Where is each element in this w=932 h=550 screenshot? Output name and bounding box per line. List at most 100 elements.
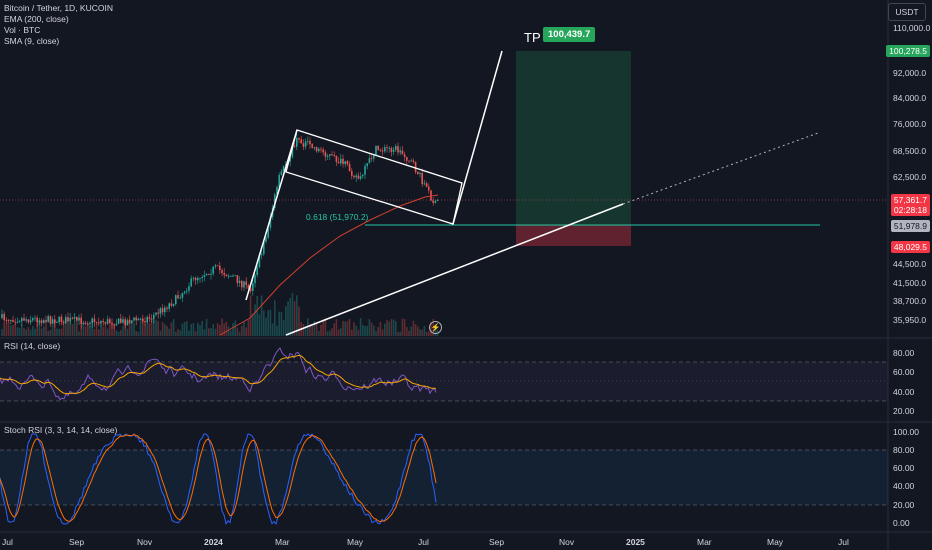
candle-body [144,321,146,323]
candle-body [106,319,109,324]
candle-body [192,277,195,279]
volume-bar [203,329,206,336]
volume-bar [326,331,329,336]
candle-body [368,158,371,164]
candle-body [148,317,151,319]
candle-body [40,320,43,323]
volume-bar [109,321,111,336]
tp-annotation[interactable]: TP [524,30,541,45]
volume-bar [36,323,38,336]
volume-bar [236,327,239,336]
stop-loss-zone[interactable] [516,225,631,246]
candle-body [126,320,129,326]
volume-bar [225,321,228,336]
take-profit-zone[interactable] [516,51,631,225]
candle-body [249,288,252,291]
candle-body [73,316,76,319]
volume-bar [417,326,419,336]
tp-value-tag[interactable]: 100,439.7 [543,27,596,42]
sma-legend[interactable]: SMA (9, close) [4,36,60,46]
symbol-title[interactable]: Bitcoin / Tether, 1D, KUCOIN [4,3,113,13]
volume-bar [32,326,34,336]
volume-bar [342,320,344,336]
candle-body [168,303,170,309]
time-tick: Sep [69,537,85,547]
candle-body [16,321,19,323]
candle-body [29,320,32,323]
rsi-ma-line[interactable] [0,355,437,395]
candle-body [329,154,331,156]
stoch-k-line[interactable] [0,433,437,526]
volume-bar [133,322,135,336]
volume-bar [131,323,133,336]
current-price-tag[interactable]: 57,361.7 02:28:18 [890,194,930,216]
ema-200-line[interactable] [219,194,439,336]
volume-bar [337,329,340,336]
candle-body [252,283,254,291]
volume-bar [10,325,12,336]
volume-bar [249,295,252,336]
volume-bar [29,329,32,336]
candle-body [45,320,47,322]
candle-body [423,183,426,185]
candle-body [1,314,3,318]
price-tick: 44,500.0 [893,259,927,269]
volume-bar [111,322,113,336]
candle-body [399,150,401,153]
volume-legend[interactable]: Vol · BTC [4,25,41,35]
time-tick: 2025 [626,537,645,547]
volume-bar [265,317,267,336]
volume-bar [60,328,63,336]
volume-bar [82,321,85,336]
trendline-extension[interactable] [622,132,819,205]
volume-bar [144,323,146,336]
rsi-label[interactable]: RSI (14, close) [4,341,61,351]
flag-pole-line[interactable] [245,129,298,301]
candle-body [412,160,415,162]
stoch-tick: 60.00 [893,463,915,473]
candle-body [58,316,60,322]
candle-body [278,174,280,188]
stoch-tick: 80.00 [893,445,915,455]
candle-body [234,275,236,276]
volume-bar [260,295,263,336]
candle-body [212,266,214,274]
volume-bar [166,325,168,336]
stop-price-tag[interactable]: 48,029.5 [890,241,930,253]
lightning-icon[interactable]: ⚡ [429,321,442,334]
tp-price-tag[interactable]: 100,278.5 [886,45,930,57]
volume-bar [304,325,307,336]
volume-bar [14,323,16,336]
candle-body [430,190,432,201]
volume-bar [362,324,364,336]
volume-bar [120,330,122,336]
candle-body [436,199,439,201]
currency-button[interactable]: USDT [888,3,926,21]
candle-body [34,317,36,319]
time-tick: May [347,537,364,547]
candle-body [421,173,423,185]
price-tick: 35,950.0 [893,315,927,325]
stoch-d-line[interactable] [0,434,437,523]
ema-legend[interactable]: EMA (200, close) [4,14,69,24]
support-trendline[interactable] [285,203,624,336]
volume-bar [287,301,289,336]
candle-body [146,317,148,323]
candle-body [87,323,89,325]
candle-body [7,320,10,322]
volume-bar [423,325,426,336]
volume-bar [5,323,8,336]
volume-bar [410,326,412,336]
candle-body [216,265,219,267]
volume-bar [353,322,355,336]
volume-bar [18,327,21,336]
candle-body [208,273,210,275]
volume-bar [45,320,47,336]
entry-price-tag[interactable]: 51,978.9 [890,220,930,232]
candle-body [258,255,261,268]
projection-line[interactable] [452,50,503,225]
candle-body [60,316,63,322]
fib-label[interactable]: 0.618 (51,970.2) [306,212,369,222]
stoch-rsi-label[interactable]: Stoch RSI (3, 3, 14, 14, close) [4,425,118,435]
